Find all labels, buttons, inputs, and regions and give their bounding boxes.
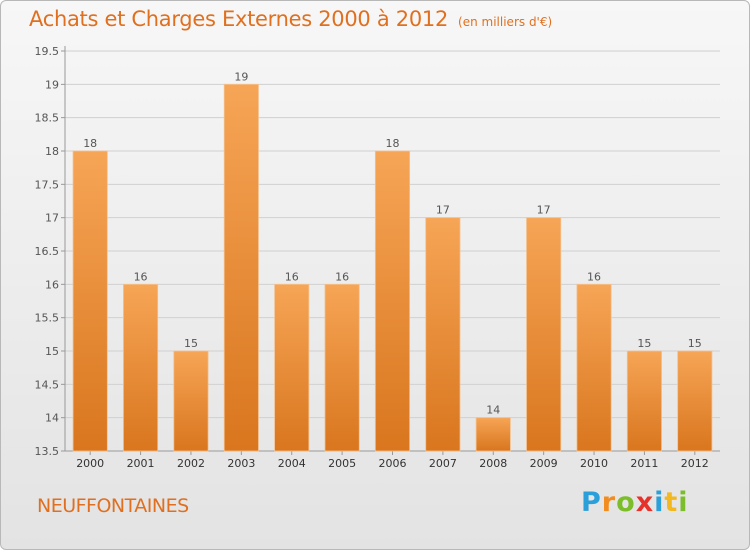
bar-2009 — [526, 217, 562, 452]
bar-value-label: 15 — [637, 337, 651, 350]
y-tick-label: 19.5 — [35, 45, 60, 58]
bar-2012 — [677, 350, 713, 452]
bar-2004 — [274, 283, 310, 452]
bar-value-label: 15 — [688, 337, 702, 350]
x-tick-label: 2005 — [328, 457, 356, 470]
bar-value-label: 16 — [335, 270, 349, 283]
x-tick-label: 2004 — [278, 457, 306, 470]
x-tick-label: 2000 — [76, 457, 104, 470]
bar-value-label: 19 — [234, 70, 248, 83]
y-tick-label: 19 — [45, 78, 59, 91]
y-tick-label: 13.5 — [35, 445, 60, 458]
x-tick-label: 2009 — [530, 457, 558, 470]
x-tick-label: 2008 — [479, 457, 507, 470]
bar-2001 — [123, 283, 159, 452]
bar-value-label: 14 — [486, 404, 500, 417]
x-tick-label: 2011 — [630, 457, 658, 470]
x-tick-label: 2002 — [177, 457, 205, 470]
bar-2010 — [576, 283, 612, 452]
proxiti-logo: Proxiti — [581, 487, 689, 518]
bar-value-label: 17 — [537, 204, 551, 217]
y-tick-label: 17.5 — [35, 178, 60, 191]
logo-letter: i — [654, 487, 665, 518]
y-tick-label: 15 — [45, 345, 59, 358]
y-tick-label: 16 — [45, 278, 59, 291]
x-tick-label: 2012 — [681, 457, 709, 470]
y-tick-label: 18.5 — [35, 112, 60, 125]
logo-letter: P — [581, 487, 602, 518]
y-tick-label: 16.5 — [35, 245, 60, 258]
bar-2007 — [425, 217, 461, 452]
chart-subtitle: (en milliers d'€) — [458, 15, 553, 29]
y-tick-label: 18 — [45, 145, 59, 158]
logo-letter: t — [664, 487, 679, 518]
bar-value-label: 16 — [285, 270, 299, 283]
logo-letter: o — [616, 487, 636, 518]
logo-letter: r — [601, 487, 617, 518]
y-tick-label: 15.5 — [35, 312, 60, 325]
place-name: NEUFFONTAINES — [37, 495, 189, 517]
bar-value-label: 16 — [587, 270, 601, 283]
bar-2002 — [173, 350, 209, 452]
bar-value-label: 18 — [386, 137, 400, 150]
bar-2005 — [324, 283, 360, 452]
bar-value-label: 18 — [83, 137, 97, 150]
x-tick-label: 2001 — [127, 457, 155, 470]
logo-letter: i — [678, 487, 689, 518]
y-tick-label: 17 — [45, 212, 59, 225]
y-tick-label: 14 — [45, 412, 59, 425]
bar-2003 — [223, 83, 259, 452]
bar-value-label: 16 — [134, 270, 148, 283]
bar-2000 — [72, 150, 108, 452]
logo-letter: x — [635, 487, 655, 518]
bar-value-label: 15 — [184, 337, 198, 350]
bar-2006 — [374, 150, 411, 452]
chart-title: Achats et Charges Externes 2000 à 2012 (e… — [29, 7, 553, 31]
bar-value-label: 17 — [436, 204, 450, 217]
x-tick-label: 2006 — [379, 457, 407, 470]
y-tick-label: 14.5 — [35, 378, 60, 391]
bar-2011 — [626, 350, 662, 452]
x-tick-label: 2010 — [580, 457, 608, 470]
x-tick-label: 2007 — [429, 457, 457, 470]
x-tick-label: 2003 — [227, 457, 255, 470]
bar-2008 — [475, 417, 511, 452]
